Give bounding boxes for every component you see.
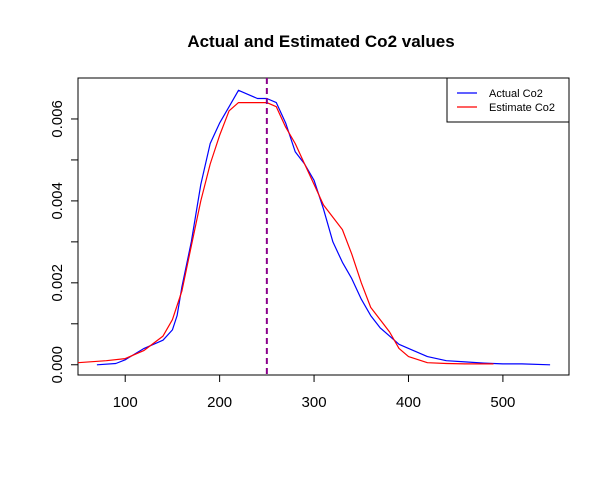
series-line-actual bbox=[96, 89, 551, 366]
x-tick-label: 100 bbox=[113, 394, 138, 411]
x-axis: 100 200 300 400 500 bbox=[113, 374, 515, 411]
y-tick-label: 0.006 bbox=[49, 100, 66, 138]
x-tick-label: 300 bbox=[302, 394, 327, 411]
chart-title: Actual and Estimated Co2 values bbox=[187, 32, 454, 51]
legend-label: Actual Co2 bbox=[489, 88, 543, 100]
legend-label: Estimate Co2 bbox=[489, 102, 555, 114]
legend-box bbox=[446, 77, 570, 123]
y-tick-label: 0.002 bbox=[49, 264, 66, 302]
series-layer bbox=[77, 78, 551, 375]
series-line-estimate bbox=[77, 102, 494, 365]
y-axis: 0.000 0.002 0.004 0.006 bbox=[49, 100, 79, 384]
plot-frame bbox=[77, 77, 570, 376]
y-tick-label: 0.004 bbox=[49, 182, 66, 220]
legend: Actual Co2 Estimate Co2 bbox=[446, 77, 570, 123]
x-tick-label: 400 bbox=[396, 394, 421, 411]
x-tick-label: 200 bbox=[207, 394, 232, 411]
x-tick-label: 500 bbox=[490, 394, 515, 411]
y-tick-label: 0.000 bbox=[49, 346, 66, 384]
